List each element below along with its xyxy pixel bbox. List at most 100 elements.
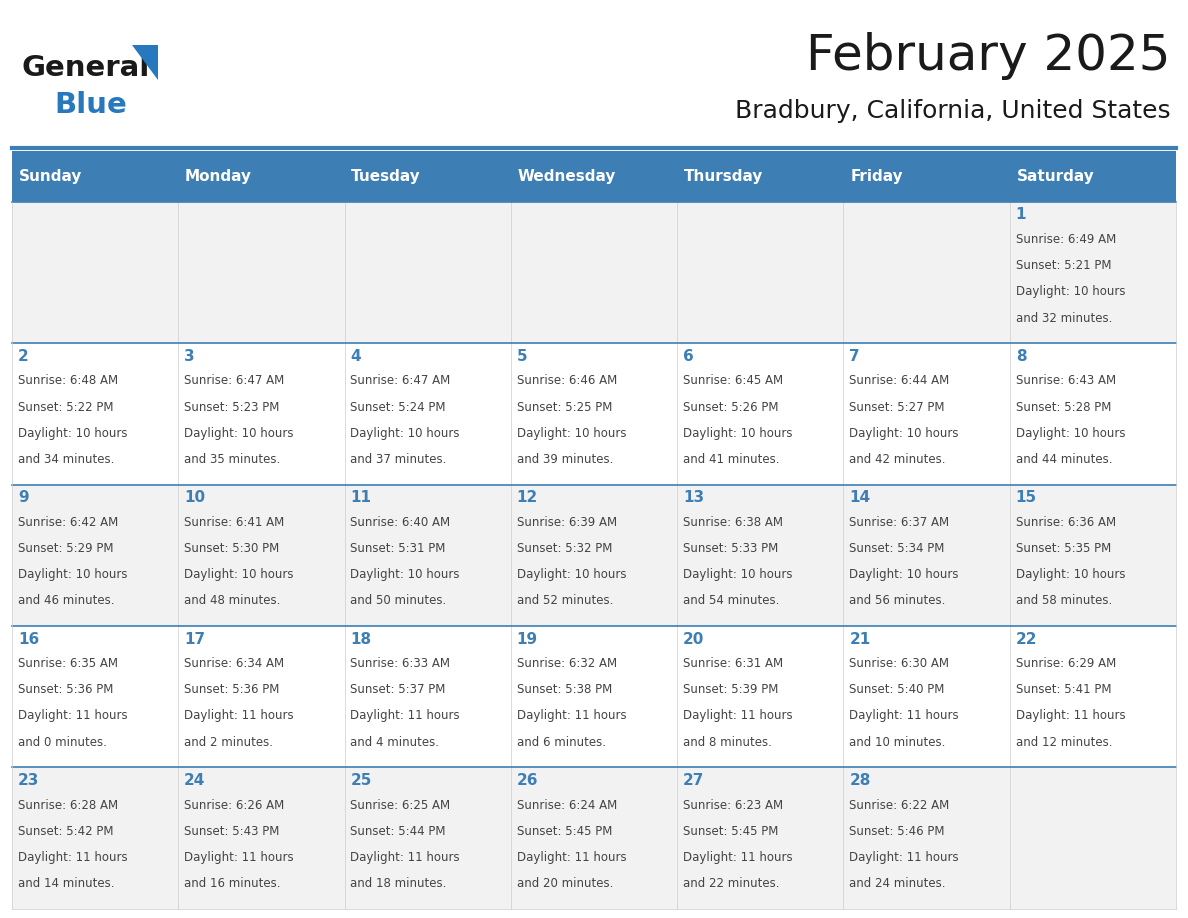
Text: Daylight: 10 hours: Daylight: 10 hours — [1016, 427, 1125, 440]
Text: and 32 minutes.: and 32 minutes. — [1016, 311, 1112, 325]
Text: Sunset: 5:23 PM: Sunset: 5:23 PM — [184, 400, 279, 414]
Text: Sunset: 5:41 PM: Sunset: 5:41 PM — [1016, 683, 1111, 697]
Text: Daylight: 11 hours: Daylight: 11 hours — [683, 710, 792, 722]
Text: Sunrise: 6:39 AM: Sunrise: 6:39 AM — [517, 516, 617, 529]
Text: Sunrise: 6:33 AM: Sunrise: 6:33 AM — [350, 657, 450, 670]
Bar — [12, 626, 1176, 767]
Text: and 2 minutes.: and 2 minutes. — [184, 735, 273, 749]
Text: Daylight: 10 hours: Daylight: 10 hours — [517, 568, 626, 581]
Bar — [12, 151, 1176, 202]
Text: Sunset: 5:24 PM: Sunset: 5:24 PM — [350, 400, 446, 414]
Text: Sunrise: 6:35 AM: Sunrise: 6:35 AM — [18, 657, 118, 670]
Text: 1: 1 — [1016, 207, 1026, 222]
Text: 5: 5 — [517, 349, 527, 364]
Text: 20: 20 — [683, 632, 704, 646]
Text: Daylight: 10 hours: Daylight: 10 hours — [184, 568, 293, 581]
Text: and 44 minutes.: and 44 minutes. — [1016, 453, 1112, 466]
Text: Daylight: 11 hours: Daylight: 11 hours — [350, 710, 460, 722]
Text: 3: 3 — [184, 349, 195, 364]
Text: Daylight: 10 hours: Daylight: 10 hours — [184, 427, 293, 440]
Text: Daylight: 11 hours: Daylight: 11 hours — [517, 851, 626, 864]
Text: Sunset: 5:30 PM: Sunset: 5:30 PM — [184, 542, 279, 555]
Text: and 50 minutes.: and 50 minutes. — [350, 594, 447, 608]
Text: 19: 19 — [517, 632, 538, 646]
Text: Sunrise: 6:28 AM: Sunrise: 6:28 AM — [18, 799, 118, 812]
Text: Sunrise: 6:29 AM: Sunrise: 6:29 AM — [1016, 657, 1116, 670]
Text: 26: 26 — [517, 773, 538, 788]
Text: February 2025: February 2025 — [805, 32, 1170, 80]
Text: General: General — [21, 54, 150, 83]
Text: Daylight: 11 hours: Daylight: 11 hours — [849, 710, 959, 722]
Text: Daylight: 11 hours: Daylight: 11 hours — [1016, 710, 1125, 722]
Text: Sunrise: 6:30 AM: Sunrise: 6:30 AM — [849, 657, 949, 670]
Text: and 56 minutes.: and 56 minutes. — [849, 594, 946, 608]
Text: Sunset: 5:44 PM: Sunset: 5:44 PM — [350, 824, 446, 838]
Text: Sunrise: 6:24 AM: Sunrise: 6:24 AM — [517, 799, 617, 812]
Text: Sunset: 5:25 PM: Sunset: 5:25 PM — [517, 400, 612, 414]
Text: Sunrise: 6:22 AM: Sunrise: 6:22 AM — [849, 799, 949, 812]
Text: 28: 28 — [849, 773, 871, 788]
Text: Sunrise: 6:23 AM: Sunrise: 6:23 AM — [683, 799, 783, 812]
Text: 18: 18 — [350, 632, 372, 646]
Text: Sunset: 5:38 PM: Sunset: 5:38 PM — [517, 683, 612, 697]
Text: and 6 minutes.: and 6 minutes. — [517, 735, 606, 749]
Text: Sunset: 5:31 PM: Sunset: 5:31 PM — [350, 542, 446, 555]
Text: 25: 25 — [350, 773, 372, 788]
Text: Daylight: 10 hours: Daylight: 10 hours — [849, 427, 959, 440]
Text: 7: 7 — [849, 349, 860, 364]
Text: Sunset: 5:36 PM: Sunset: 5:36 PM — [184, 683, 279, 697]
Text: Tuesday: Tuesday — [352, 169, 421, 185]
Text: Bradbury, California, United States: Bradbury, California, United States — [734, 99, 1170, 123]
Text: Sunset: 5:43 PM: Sunset: 5:43 PM — [184, 824, 279, 838]
Text: and 10 minutes.: and 10 minutes. — [849, 735, 946, 749]
Text: 15: 15 — [1016, 490, 1037, 505]
Bar — [12, 202, 1176, 343]
Text: Sunrise: 6:26 AM: Sunrise: 6:26 AM — [184, 799, 284, 812]
Text: Sunset: 5:35 PM: Sunset: 5:35 PM — [1016, 542, 1111, 555]
Text: 6: 6 — [683, 349, 694, 364]
Text: Sunset: 5:45 PM: Sunset: 5:45 PM — [683, 824, 778, 838]
Text: 9: 9 — [18, 490, 29, 505]
Bar — [12, 343, 1176, 485]
Text: 12: 12 — [517, 490, 538, 505]
Text: Sunrise: 6:42 AM: Sunrise: 6:42 AM — [18, 516, 118, 529]
Text: Sunset: 5:22 PM: Sunset: 5:22 PM — [18, 400, 113, 414]
Text: Daylight: 10 hours: Daylight: 10 hours — [517, 427, 626, 440]
Text: Sunday: Sunday — [19, 169, 82, 185]
Text: Sunset: 5:45 PM: Sunset: 5:45 PM — [517, 824, 612, 838]
Text: Daylight: 10 hours: Daylight: 10 hours — [683, 568, 792, 581]
Text: Sunset: 5:29 PM: Sunset: 5:29 PM — [18, 542, 113, 555]
Text: and 54 minutes.: and 54 minutes. — [683, 594, 779, 608]
Text: Sunrise: 6:44 AM: Sunrise: 6:44 AM — [849, 375, 949, 387]
Text: Daylight: 11 hours: Daylight: 11 hours — [18, 851, 127, 864]
Text: and 34 minutes.: and 34 minutes. — [18, 453, 114, 466]
Text: and 14 minutes.: and 14 minutes. — [18, 877, 114, 890]
Text: and 41 minutes.: and 41 minutes. — [683, 453, 779, 466]
Text: Sunrise: 6:45 AM: Sunrise: 6:45 AM — [683, 375, 783, 387]
Text: Daylight: 11 hours: Daylight: 11 hours — [849, 851, 959, 864]
Text: Daylight: 11 hours: Daylight: 11 hours — [184, 851, 293, 864]
Text: 2: 2 — [18, 349, 29, 364]
Text: Sunset: 5:40 PM: Sunset: 5:40 PM — [849, 683, 944, 697]
Text: Sunset: 5:32 PM: Sunset: 5:32 PM — [517, 542, 612, 555]
Text: Wednesday: Wednesday — [518, 169, 615, 185]
Text: Sunset: 5:21 PM: Sunset: 5:21 PM — [1016, 259, 1111, 273]
Text: 21: 21 — [849, 632, 871, 646]
Text: and 37 minutes.: and 37 minutes. — [350, 453, 447, 466]
Text: Sunrise: 6:43 AM: Sunrise: 6:43 AM — [1016, 375, 1116, 387]
Text: Daylight: 10 hours: Daylight: 10 hours — [849, 568, 959, 581]
Text: and 0 minutes.: and 0 minutes. — [18, 735, 107, 749]
Text: Daylight: 11 hours: Daylight: 11 hours — [184, 710, 293, 722]
Text: Sunrise: 6:31 AM: Sunrise: 6:31 AM — [683, 657, 783, 670]
Text: and 39 minutes.: and 39 minutes. — [517, 453, 613, 466]
Text: Friday: Friday — [851, 169, 903, 185]
Text: 4: 4 — [350, 349, 361, 364]
Bar — [12, 485, 1176, 626]
Text: and 16 minutes.: and 16 minutes. — [184, 877, 280, 890]
Text: and 4 minutes.: and 4 minutes. — [350, 735, 440, 749]
Text: Sunrise: 6:32 AM: Sunrise: 6:32 AM — [517, 657, 617, 670]
Text: and 22 minutes.: and 22 minutes. — [683, 877, 779, 890]
Text: Thursday: Thursday — [684, 169, 763, 185]
Text: Sunset: 5:26 PM: Sunset: 5:26 PM — [683, 400, 778, 414]
Polygon shape — [132, 45, 158, 80]
